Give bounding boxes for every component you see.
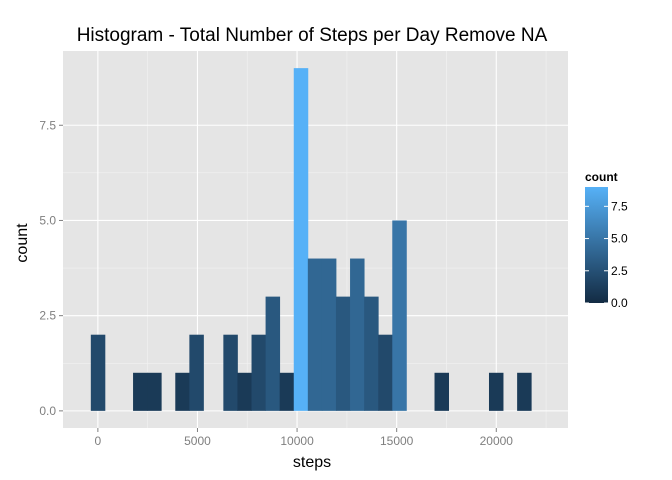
legend-tick-label: 5.0 [611,232,628,246]
x-axis-ticks: 0 5000 10000 15000 20000 [95,428,514,448]
legend-colorbar [585,187,608,303]
histogram-bar [364,296,379,411]
y-axis-title: count [14,223,31,263]
x-axis-title: steps [293,454,331,471]
histogram-bar [293,68,309,411]
histogram-bar [488,372,504,411]
x-tick-label: 10000 [280,434,314,448]
x-tick-label: 20000 [480,434,514,448]
legend-tick-label: 0.0 [611,296,628,310]
histogram-bar [392,220,407,411]
legend: count 0.0 2.5 5.0 7.5 [585,170,628,310]
legend-ticks: 0.0 2.5 5.0 7.5 [585,199,628,310]
x-tick-label: 15000 [380,434,414,448]
histogram-bar [251,334,267,411]
x-tick-label: 0 [95,434,102,448]
histogram-bar [378,334,393,411]
y-tick-label: 7.5 [39,118,56,132]
legend-tick-label: 7.5 [611,199,628,213]
histogram-bar [335,296,351,411]
histogram-bar [90,334,106,411]
y-tick-label: 2.5 [39,309,56,323]
histogram-bar [147,372,162,411]
chart-title: Histogram - Total Number of Steps per Da… [77,25,548,46]
histogram-bar [175,372,190,411]
y-tick-label: 0.0 [39,404,56,418]
histogram-bar [133,372,148,411]
histogram-bar [279,372,295,411]
legend-tick-label: 2.5 [611,264,628,278]
histogram-bar [237,372,252,411]
histogram-bar [307,258,323,411]
histogram-bar [189,334,204,411]
y-tick-label: 5.0 [39,213,56,227]
histogram-bar [517,372,532,411]
histogram-bar [350,258,365,411]
histogram-bars [90,68,532,411]
histogram-bar [321,258,337,411]
histogram-bar [434,372,450,411]
histogram-bar [265,296,281,411]
y-axis-ticks: 0.0 2.5 5.0 7.5 [39,118,63,418]
histogram-bar [223,334,238,411]
x-tick-label: 5000 [184,434,211,448]
legend-title: count [585,170,618,184]
